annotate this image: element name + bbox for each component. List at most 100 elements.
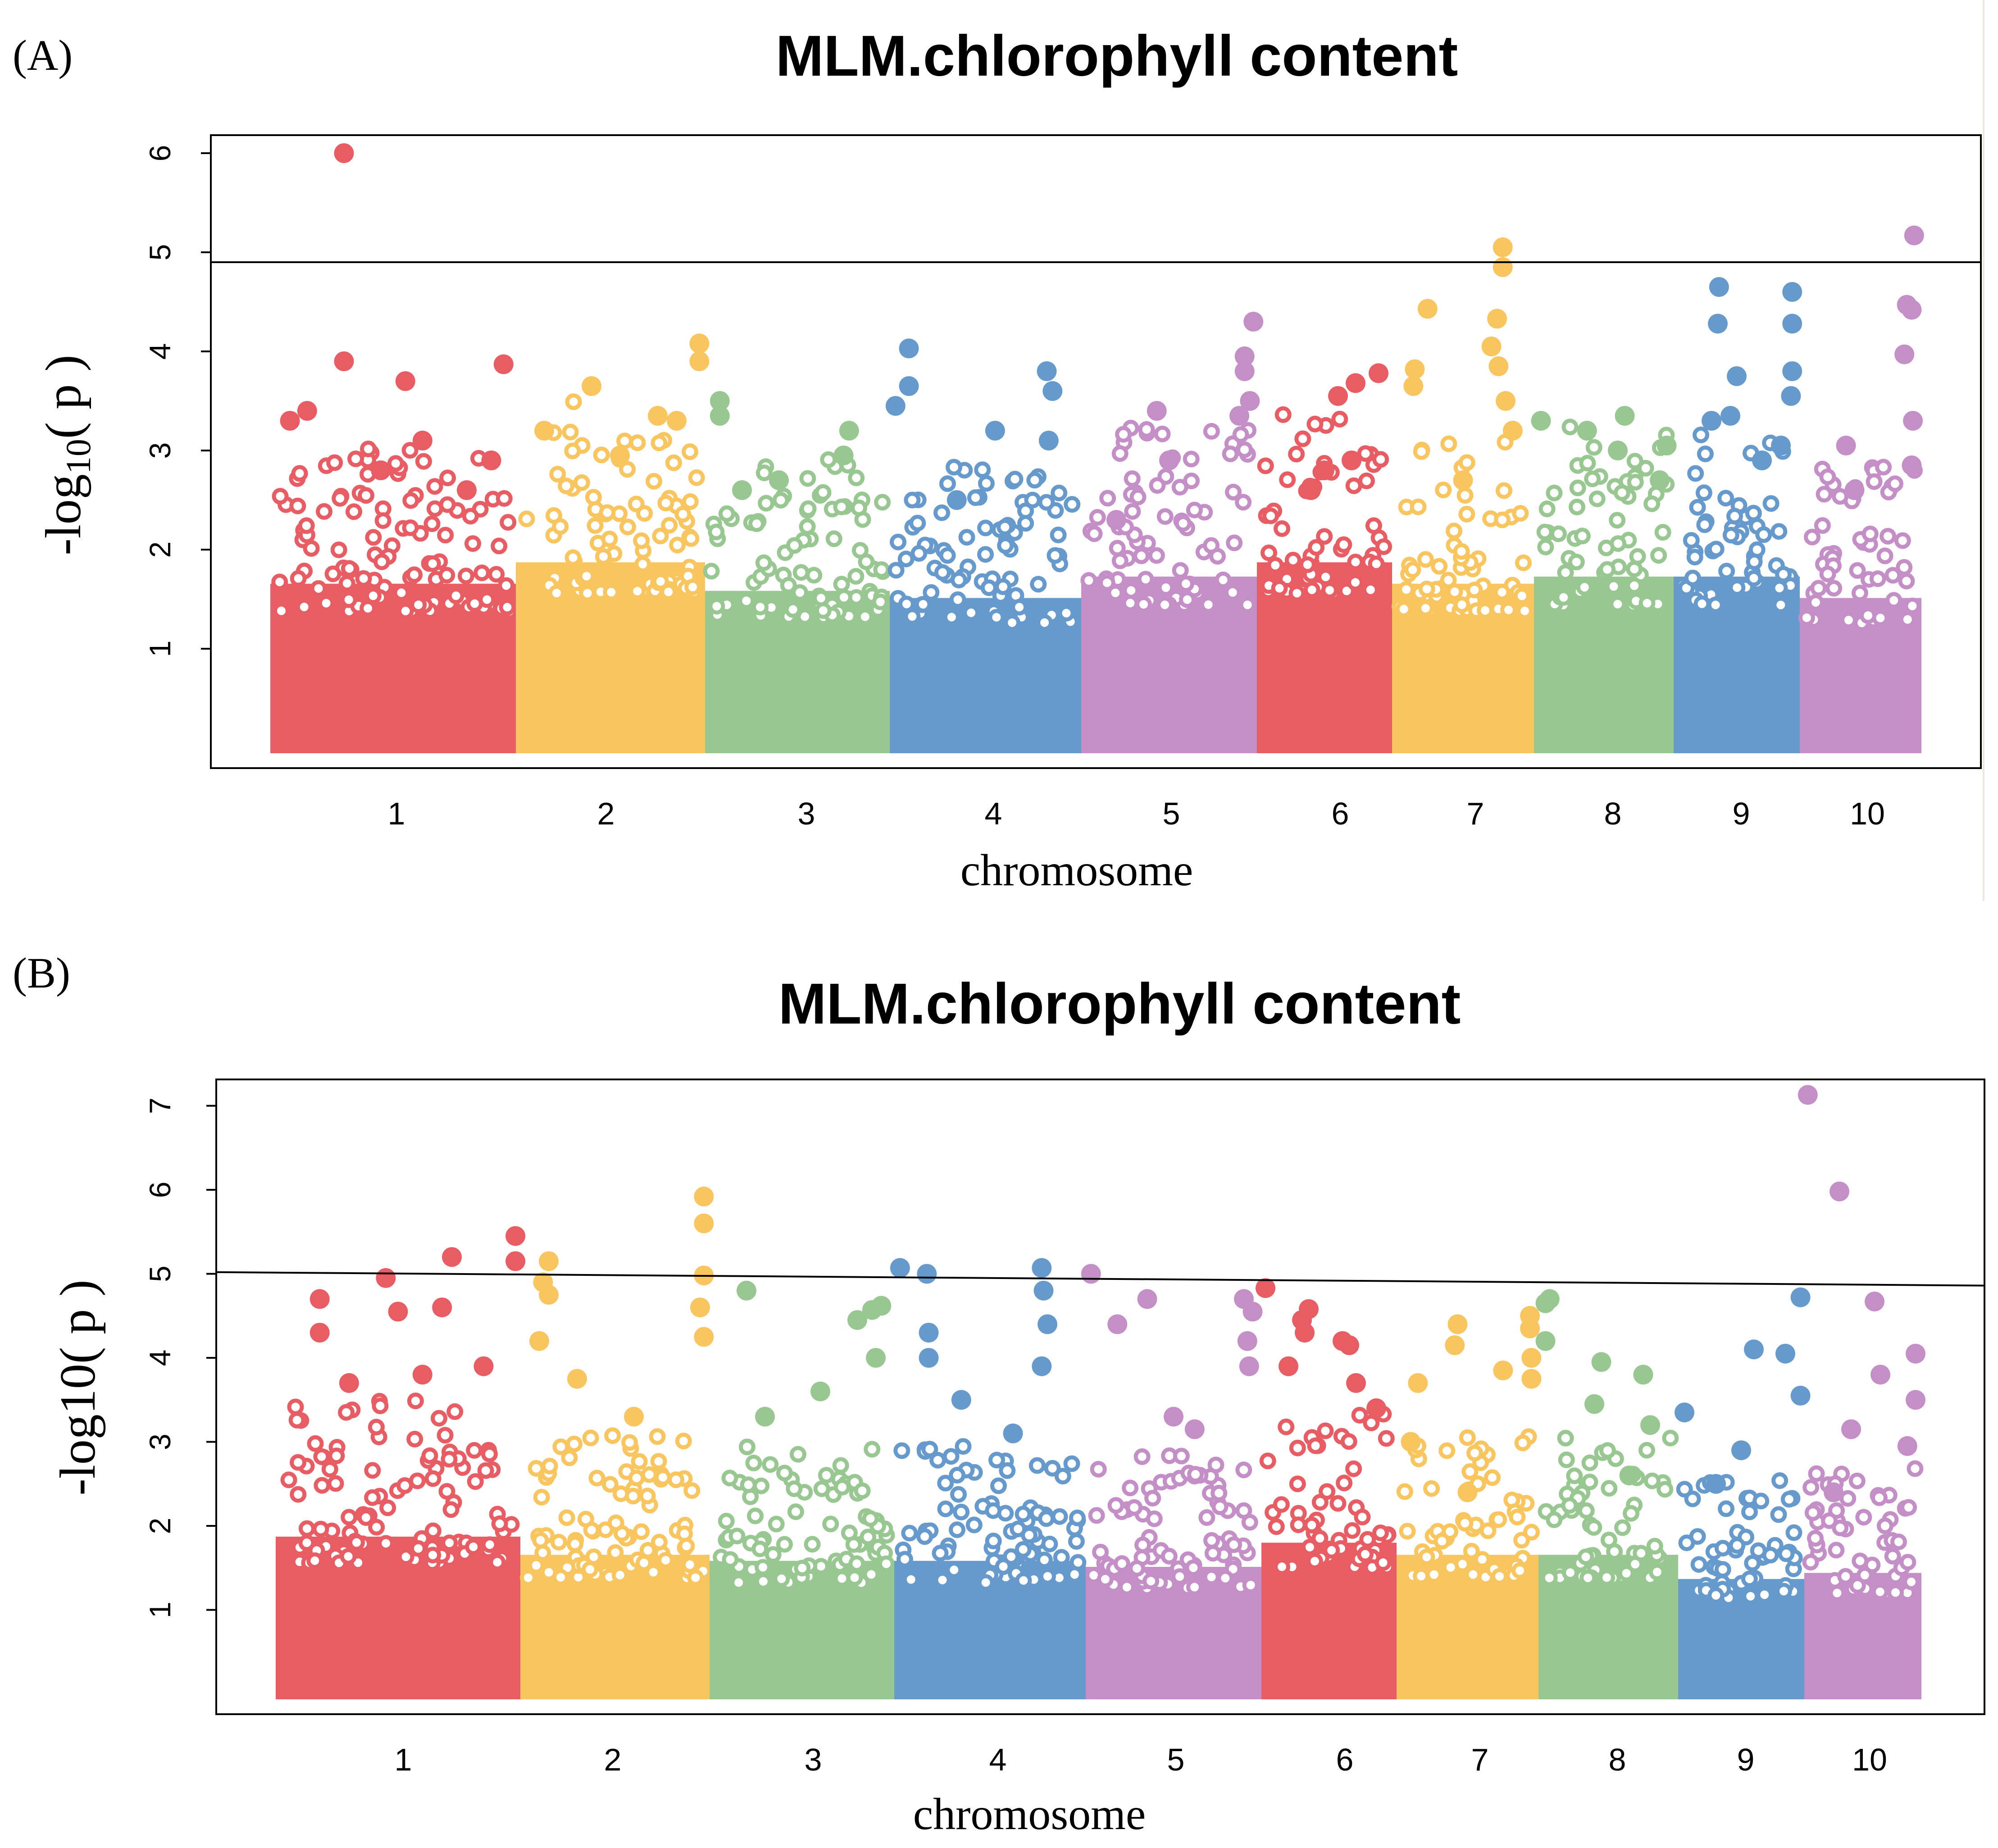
snp-point — [298, 1520, 315, 1537]
snp-peak-point — [839, 421, 859, 441]
panel-a-chromosome-5-points — [1080, 312, 1264, 753]
snp-peak-point — [1315, 460, 1334, 480]
snp-point — [296, 598, 313, 615]
snp-point — [1654, 524, 1671, 541]
snp-peak-point — [1033, 1280, 1054, 1301]
snp-point — [1301, 1538, 1318, 1556]
snp-peak-point — [866, 1348, 886, 1368]
snp-peak-point — [1493, 257, 1513, 277]
snp-point — [1362, 581, 1379, 598]
snp-point — [1207, 1457, 1224, 1474]
snp-point — [324, 565, 341, 583]
snp-point — [1771, 1472, 1789, 1489]
snp-point — [424, 1470, 441, 1487]
snp-peak-point — [919, 1348, 939, 1368]
snp-point — [616, 432, 633, 450]
snp-point — [355, 570, 372, 587]
snp-point — [1050, 526, 1067, 543]
snp-point — [1569, 498, 1585, 515]
snp-peak-point — [1453, 470, 1473, 490]
snp-point — [1775, 1583, 1792, 1600]
panel-b-xtick-label: 3 — [805, 1742, 822, 1777]
snp-point — [1686, 549, 1703, 566]
snp-point — [1514, 1434, 1531, 1452]
snp-point — [1335, 536, 1352, 553]
panel-b-ytick-label: 5 — [143, 1265, 177, 1282]
snp-point — [1051, 1508, 1068, 1525]
snp-peak-point — [539, 1285, 559, 1305]
snp-point — [753, 1477, 769, 1494]
panel-b-threshold-line — [216, 1271, 1985, 1287]
snp-peak-point — [1038, 1314, 1057, 1334]
snp-point — [481, 1446, 498, 1462]
snp-point — [980, 579, 997, 596]
snp-point — [313, 1448, 330, 1465]
snp-peak-point — [1591, 1352, 1611, 1372]
snp-point — [1156, 596, 1174, 613]
snp-peak-point — [1405, 359, 1425, 379]
snp-point — [909, 514, 926, 532]
snp-point — [1183, 451, 1200, 468]
snp-point — [1819, 565, 1836, 583]
snp-point — [939, 475, 956, 492]
snp-point — [1477, 602, 1494, 619]
snp-peak-point — [567, 1369, 587, 1389]
panel-b-ytick-label: 6 — [143, 1182, 177, 1198]
snp-point — [1222, 445, 1239, 462]
snp-point — [1729, 1537, 1746, 1554]
snp-point — [1579, 455, 1596, 472]
snp-point — [358, 487, 374, 504]
snp-point — [833, 498, 850, 515]
snp-peak-point — [1107, 1314, 1128, 1334]
snp-point — [1446, 523, 1462, 540]
snp-point — [1323, 1542, 1340, 1559]
snp-point — [1500, 601, 1517, 619]
snp-point — [1089, 509, 1106, 526]
snp-point — [458, 568, 474, 584]
snp-point — [872, 593, 889, 610]
snp-point — [1541, 1570, 1558, 1586]
snp-point — [758, 495, 775, 512]
panel-a-ylabel-main: -log — [36, 474, 91, 555]
snp-point — [368, 1419, 385, 1436]
snp-point — [1509, 1508, 1526, 1525]
snp-point — [923, 584, 940, 601]
panel-b-xtick-label: 6 — [1336, 1742, 1354, 1777]
snp-point — [321, 1461, 338, 1478]
snp-peak-point — [1366, 1398, 1386, 1418]
snp-point — [728, 1528, 746, 1544]
snp-peak-point — [1234, 361, 1255, 381]
snp-point — [916, 1528, 933, 1545]
snp-point — [762, 1456, 779, 1473]
snp-point — [599, 504, 616, 521]
snp-point — [1187, 1466, 1204, 1483]
snp-point — [985, 1502, 1002, 1519]
snp-point — [442, 1501, 460, 1518]
snp-point — [738, 1438, 756, 1456]
snp-point — [1236, 441, 1253, 458]
snp-point — [1903, 1573, 1920, 1590]
snp-peak-point — [1240, 391, 1260, 411]
panel-a-xtick-label: 8 — [1604, 796, 1622, 831]
snp-point — [1225, 483, 1242, 501]
snp-point — [360, 441, 377, 457]
snp-point — [290, 1454, 307, 1471]
snp-point — [566, 1535, 583, 1552]
snp-point — [1494, 511, 1511, 528]
snp-point — [654, 1469, 671, 1486]
snp-point — [988, 1452, 1005, 1469]
snp-point — [1646, 1538, 1663, 1555]
snp-point — [421, 1447, 438, 1464]
snp-point — [1122, 1479, 1139, 1497]
snp-point — [1856, 1566, 1873, 1584]
snp-point — [751, 1540, 769, 1557]
snp-point — [1173, 1447, 1190, 1465]
snp-point — [1538, 501, 1556, 518]
snp-point — [800, 500, 817, 517]
snp-point — [1149, 477, 1166, 494]
snp-point — [1890, 1534, 1907, 1550]
panel-b-chromosome-6-points — [1256, 1278, 1397, 1699]
snp-peak-point — [1650, 470, 1670, 490]
snp-point — [1179, 591, 1196, 608]
snp-point — [683, 530, 700, 547]
